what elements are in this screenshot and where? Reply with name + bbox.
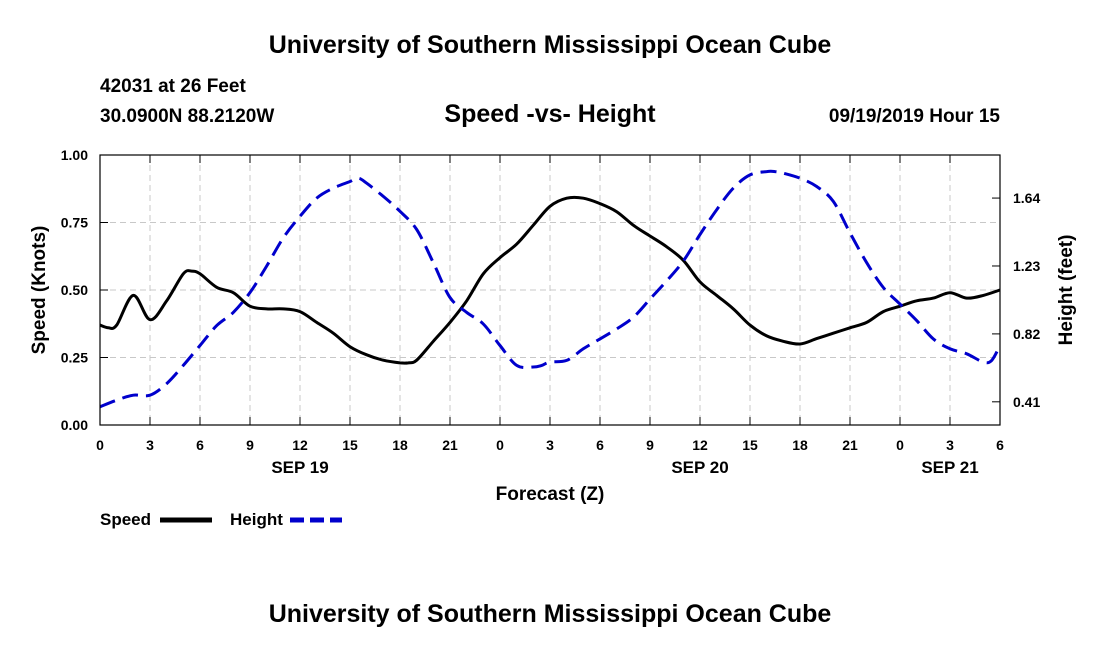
date-label: SEP 19 <box>271 458 328 477</box>
y2-tick-label: 0.82 <box>1013 326 1040 342</box>
x-tick-label: 0 <box>896 437 904 453</box>
x-tick-label: 12 <box>692 437 708 453</box>
legend-label-speed: Speed <box>100 510 151 529</box>
chart-title: Speed -vs- Height <box>444 100 656 128</box>
y2-tick-label: 1.64 <box>1013 190 1040 206</box>
x-tick-label: 0 <box>496 437 504 453</box>
y2-tick-label: 1.23 <box>1013 258 1040 274</box>
y-axis-label: Speed (Knots) <box>29 226 50 355</box>
x-tick-label: 21 <box>442 437 458 453</box>
legend: Speed Height <box>100 510 342 529</box>
x-tick-label: 6 <box>996 437 1004 453</box>
x-axis-label: Forecast (Z) <box>496 484 605 505</box>
date-label: SEP 21 <box>921 458 978 477</box>
x-tick-label: 3 <box>146 437 154 453</box>
x-tick-label: 9 <box>646 437 654 453</box>
x-tick-label: 0 <box>96 437 104 453</box>
forecast-datetime: 09/19/2019 Hour 15 <box>828 106 1000 127</box>
y-tick-label: 1.00 <box>61 147 88 163</box>
station-coordinates: 30.0900N 88.2120W <box>100 106 275 127</box>
axis-ticks <box>99 154 1001 426</box>
y-tick-label: 0.25 <box>61 350 88 366</box>
date-label: SEP 20 <box>671 458 728 477</box>
x-tick-label: 3 <box>946 437 954 453</box>
series-line-speed <box>99 195 1001 365</box>
x-tick-label: 15 <box>742 437 758 453</box>
x-tick-label: 9 <box>246 437 254 453</box>
x-tick-label: 12 <box>292 437 308 453</box>
footer-title: University of Southern Mississippi Ocean… <box>268 600 832 628</box>
y2-axis-label: Height (feet) <box>1056 235 1077 346</box>
x-tick-label: 3 <box>546 437 554 453</box>
legend-label-height: Height <box>230 510 283 529</box>
grid-lines <box>100 155 1000 425</box>
y2-tick-label: 0.41 <box>1013 394 1040 410</box>
y-tick-label: 0.50 <box>61 282 88 298</box>
y-tick-label: 0.75 <box>61 215 88 231</box>
x-tick-label: 18 <box>392 437 408 453</box>
x-tick-label: 6 <box>596 437 604 453</box>
series-layer <box>99 169 1002 409</box>
x-tick-label: 21 <box>842 437 858 453</box>
x-tick-label: 15 <box>342 437 358 453</box>
series-line-height <box>99 169 1002 409</box>
x-tick-label: 18 <box>792 437 808 453</box>
y-tick-label: 0.00 <box>61 417 88 433</box>
axis-labels: 0 3 6 9 12 15 18 21 0 3 6 9 12 15 18 21 0 3 6 SEP 19 SEP 20 S… <box>61 147 1041 477</box>
station-label: 42031 at 26 Feet <box>100 76 246 97</box>
x-tick-label: 6 <box>196 437 204 453</box>
page-title: University of Southern Mississippi Ocean… <box>268 31 832 59</box>
